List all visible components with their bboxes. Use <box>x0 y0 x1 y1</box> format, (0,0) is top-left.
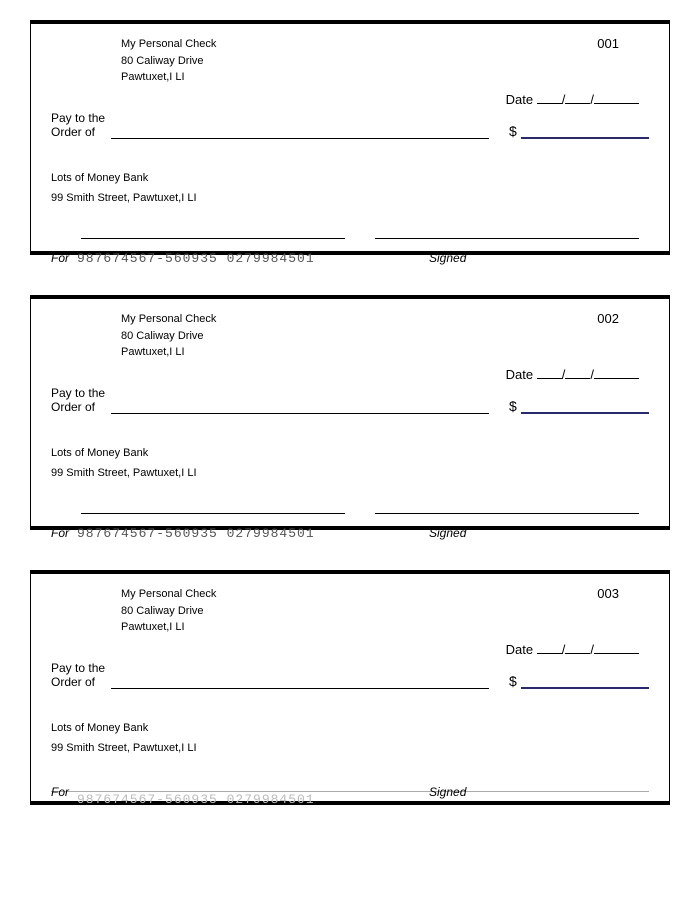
bank-addr: 99 Smith Street, Pawtuxet,I LI <box>51 464 649 484</box>
payee-input[interactable] <box>111 400 489 414</box>
check-2: My Personal Check 80 Caliway Drive Pawtu… <box>30 295 670 530</box>
payer-title: My Personal Check <box>121 586 216 603</box>
check-number: 003 <box>597 586 619 636</box>
payer-address: My Personal Check 80 Caliway Drive Pawtu… <box>121 586 216 636</box>
signed-label: Signed <box>429 526 649 540</box>
bank-address: Lots of Money Bank 99 Smith Street, Pawt… <box>51 444 649 484</box>
payer-address: My Personal Check 80 Caliway Drive Pawtu… <box>121 36 216 86</box>
date-field: Date // <box>51 367 639 382</box>
date-label: Date <box>506 642 533 657</box>
date-yyyy[interactable] <box>594 653 639 654</box>
micr-line: 987674567-560935 0279984501 <box>77 526 419 541</box>
check-number: 002 <box>597 311 619 361</box>
bank-name: Lots of Money Bank <box>51 719 649 739</box>
payer-addr1: 80 Caliway Drive <box>121 603 216 620</box>
for-label: For <box>51 785 69 799</box>
payer-title: My Personal Check <box>121 311 216 328</box>
pay-to-label: Pay to the Order of <box>51 661 111 690</box>
signature-line[interactable] <box>375 502 639 514</box>
memo-line[interactable] <box>81 227 345 239</box>
dollar-sign: $ <box>509 398 517 414</box>
amount-input[interactable] <box>521 125 649 139</box>
signed-label: Signed <box>429 785 649 799</box>
bank-addr: 99 Smith Street, Pawtuxet,I LI <box>51 739 649 759</box>
bank-name: Lots of Money Bank <box>51 444 649 464</box>
check-3: My Personal Check 80 Caliway Drive Pawtu… <box>30 570 670 805</box>
check-1: My Personal Check 80 Caliway Drive Pawtu… <box>30 20 670 255</box>
dollar-sign: $ <box>509 123 517 139</box>
date-field: Date // <box>51 642 639 657</box>
payer-addr1: 80 Caliway Drive <box>121 53 216 70</box>
bank-addr: 99 Smith Street, Pawtuxet,I LI <box>51 189 649 209</box>
signature-line[interactable] <box>375 227 639 239</box>
pay-to-label: Pay to the Order of <box>51 386 111 415</box>
date-mm[interactable] <box>537 653 562 654</box>
date-mm[interactable] <box>537 378 562 379</box>
micr-line: 987674567-560935 0279984501 <box>77 792 419 807</box>
payer-addr2: Pawtuxet,I LI <box>121 619 216 636</box>
amount-input[interactable] <box>521 400 649 414</box>
payer-title: My Personal Check <box>121 36 216 53</box>
memo-line[interactable] <box>81 502 345 514</box>
check-number: 001 <box>597 36 619 86</box>
payer-addr2: Pawtuxet,I LI <box>121 69 216 86</box>
signed-label: Signed <box>429 251 649 265</box>
payee-input[interactable] <box>111 125 489 139</box>
bank-address: Lots of Money Bank 99 Smith Street, Pawt… <box>51 719 649 759</box>
date-field: Date // <box>51 92 639 107</box>
bank-address: Lots of Money Bank 99 Smith Street, Pawt… <box>51 169 649 209</box>
date-yyyy[interactable] <box>594 103 639 104</box>
date-dd[interactable] <box>565 378 590 379</box>
date-label: Date <box>506 367 533 382</box>
date-label: Date <box>506 92 533 107</box>
date-mm[interactable] <box>537 103 562 104</box>
payer-addr2: Pawtuxet,I LI <box>121 344 216 361</box>
bank-name: Lots of Money Bank <box>51 169 649 189</box>
amount-input[interactable] <box>521 675 649 689</box>
date-dd[interactable] <box>565 653 590 654</box>
payer-addr1: 80 Caliway Drive <box>121 328 216 345</box>
micr-line: 987674567-560935 0279984501 <box>77 251 419 266</box>
date-yyyy[interactable] <box>594 378 639 379</box>
payer-address: My Personal Check 80 Caliway Drive Pawtu… <box>121 311 216 361</box>
for-label: For <box>51 526 69 540</box>
dollar-sign: $ <box>509 673 517 689</box>
date-dd[interactable] <box>565 103 590 104</box>
for-label: For <box>51 251 69 265</box>
pay-to-label: Pay to the Order of <box>51 111 111 140</box>
payee-input[interactable] <box>111 675 489 689</box>
